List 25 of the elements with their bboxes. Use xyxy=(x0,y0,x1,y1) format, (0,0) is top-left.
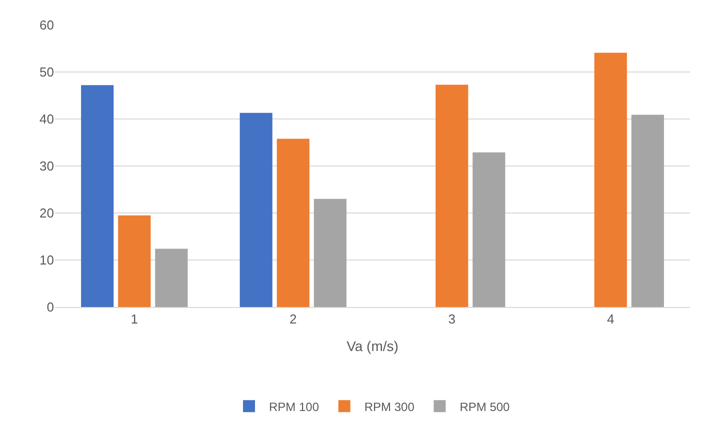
y-tick-label: 50 xyxy=(40,64,54,80)
y-tick-label: 0 xyxy=(46,300,54,315)
y-tick-label: 30 xyxy=(40,158,54,174)
y-tick-label: 40 xyxy=(40,112,54,127)
x-axis-title: Va (m/s) xyxy=(346,338,398,354)
bar xyxy=(155,248,188,307)
legend-label: RPM 500 xyxy=(460,400,510,414)
bar xyxy=(81,85,114,307)
bar xyxy=(436,84,468,307)
y-tick-label: 10 xyxy=(40,252,54,268)
x-tick-label: 3 xyxy=(448,312,456,327)
bar xyxy=(631,114,664,307)
x-tick-label: 2 xyxy=(290,312,297,327)
bar xyxy=(472,152,506,307)
bar xyxy=(314,198,346,307)
bar xyxy=(118,215,151,307)
bar xyxy=(276,138,310,307)
y-tick-label: 60 xyxy=(40,18,54,33)
y-tick-label: 20 xyxy=(40,206,54,221)
bar xyxy=(594,52,627,307)
legend-label: RPM 100 xyxy=(269,400,320,414)
bar xyxy=(240,112,272,307)
x-tick-label: 4 xyxy=(607,312,614,327)
x-tick-label: 1 xyxy=(130,312,138,327)
legend-label: RPM 300 xyxy=(364,400,415,414)
